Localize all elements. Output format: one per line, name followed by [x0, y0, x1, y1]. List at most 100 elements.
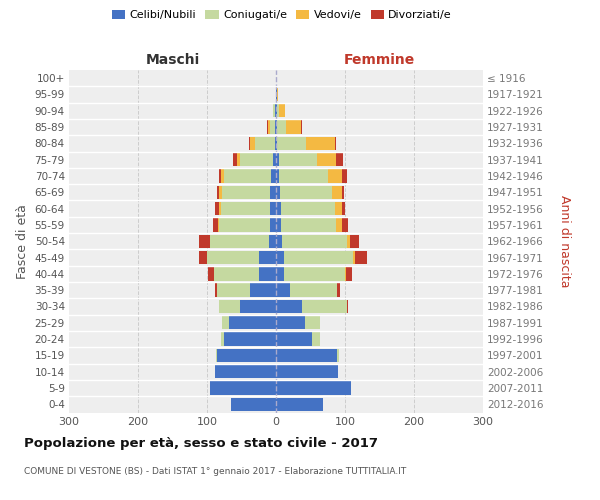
- Bar: [276, 267, 345, 280]
- Bar: [222, 186, 276, 199]
- Bar: [221, 202, 276, 215]
- Bar: [276, 202, 281, 215]
- Bar: [276, 136, 335, 150]
- Bar: [276, 104, 277, 118]
- Bar: [215, 365, 276, 378]
- Bar: [276, 218, 336, 232]
- Bar: [276, 153, 317, 166]
- Bar: [211, 382, 276, 394]
- Bar: [211, 234, 276, 248]
- Bar: [276, 316, 320, 330]
- Bar: [224, 332, 276, 346]
- Bar: [276, 284, 337, 297]
- Y-axis label: Anni di nascita: Anni di nascita: [558, 195, 571, 288]
- Bar: [276, 316, 320, 330]
- Bar: [249, 136, 276, 150]
- Bar: [216, 348, 276, 362]
- Bar: [215, 365, 276, 378]
- Bar: [221, 332, 276, 346]
- Legend: Celibi/Nubili, Coniugati/e, Vedovi/e, Divorziati/e: Celibi/Nubili, Coniugati/e, Vedovi/e, Di…: [107, 6, 457, 25]
- Bar: [220, 186, 276, 199]
- Bar: [276, 300, 347, 313]
- Bar: [276, 234, 359, 248]
- Bar: [276, 267, 284, 280]
- Bar: [276, 104, 280, 118]
- Bar: [276, 104, 285, 118]
- Bar: [222, 316, 276, 330]
- Bar: [250, 284, 276, 297]
- Bar: [269, 234, 276, 248]
- Bar: [268, 120, 276, 134]
- Bar: [276, 234, 281, 248]
- Bar: [276, 186, 341, 199]
- Bar: [215, 365, 276, 378]
- Bar: [276, 88, 278, 101]
- Bar: [276, 170, 341, 182]
- Bar: [219, 202, 276, 215]
- Bar: [276, 348, 340, 362]
- Bar: [219, 218, 276, 232]
- Text: Maschi: Maschi: [145, 54, 200, 68]
- Bar: [276, 104, 285, 118]
- Bar: [276, 398, 323, 411]
- Bar: [276, 153, 279, 166]
- Bar: [276, 348, 340, 362]
- Bar: [276, 120, 286, 134]
- Y-axis label: Fasce di età: Fasce di età: [16, 204, 29, 279]
- Bar: [233, 153, 276, 166]
- Bar: [221, 170, 276, 182]
- Bar: [276, 153, 343, 166]
- Bar: [211, 382, 276, 394]
- Bar: [271, 202, 276, 215]
- Bar: [211, 382, 276, 394]
- Bar: [218, 218, 276, 232]
- Bar: [231, 398, 276, 411]
- Bar: [276, 120, 301, 134]
- Bar: [276, 251, 353, 264]
- Bar: [267, 120, 276, 134]
- Bar: [276, 218, 341, 232]
- Bar: [240, 300, 276, 313]
- Bar: [217, 284, 276, 297]
- Bar: [276, 365, 338, 378]
- Bar: [276, 398, 323, 411]
- Bar: [276, 398, 323, 411]
- Bar: [276, 365, 338, 378]
- Bar: [276, 88, 277, 101]
- Bar: [276, 251, 355, 264]
- Bar: [275, 120, 276, 134]
- Bar: [276, 234, 347, 248]
- Bar: [275, 104, 276, 118]
- Bar: [210, 234, 276, 248]
- Bar: [259, 251, 276, 264]
- Bar: [276, 202, 341, 215]
- Bar: [272, 104, 276, 118]
- Bar: [276, 186, 344, 199]
- Bar: [272, 104, 276, 118]
- Bar: [217, 284, 276, 297]
- Bar: [276, 284, 340, 297]
- Bar: [276, 284, 337, 297]
- Bar: [208, 267, 276, 280]
- Bar: [217, 348, 276, 362]
- Bar: [276, 218, 349, 232]
- Bar: [229, 316, 276, 330]
- Bar: [276, 316, 305, 330]
- Bar: [276, 88, 277, 101]
- Bar: [222, 316, 276, 330]
- Bar: [276, 300, 349, 313]
- Bar: [276, 382, 350, 394]
- Bar: [220, 300, 276, 313]
- Bar: [276, 365, 338, 378]
- Text: Popolazione per età, sesso e stato civile - 2017: Popolazione per età, sesso e stato civil…: [24, 438, 378, 450]
- Text: Femmine: Femmine: [344, 54, 415, 68]
- Bar: [224, 170, 276, 182]
- Bar: [276, 332, 312, 346]
- Bar: [276, 120, 302, 134]
- Bar: [212, 218, 276, 232]
- Bar: [276, 234, 350, 248]
- Bar: [220, 300, 276, 313]
- Bar: [276, 332, 320, 346]
- Bar: [273, 153, 276, 166]
- Text: COMUNE DI VESTONE (BS) - Dati ISTAT 1° gennaio 2017 - Elaborazione TUTTITALIA.IT: COMUNE DI VESTONE (BS) - Dati ISTAT 1° g…: [24, 468, 406, 476]
